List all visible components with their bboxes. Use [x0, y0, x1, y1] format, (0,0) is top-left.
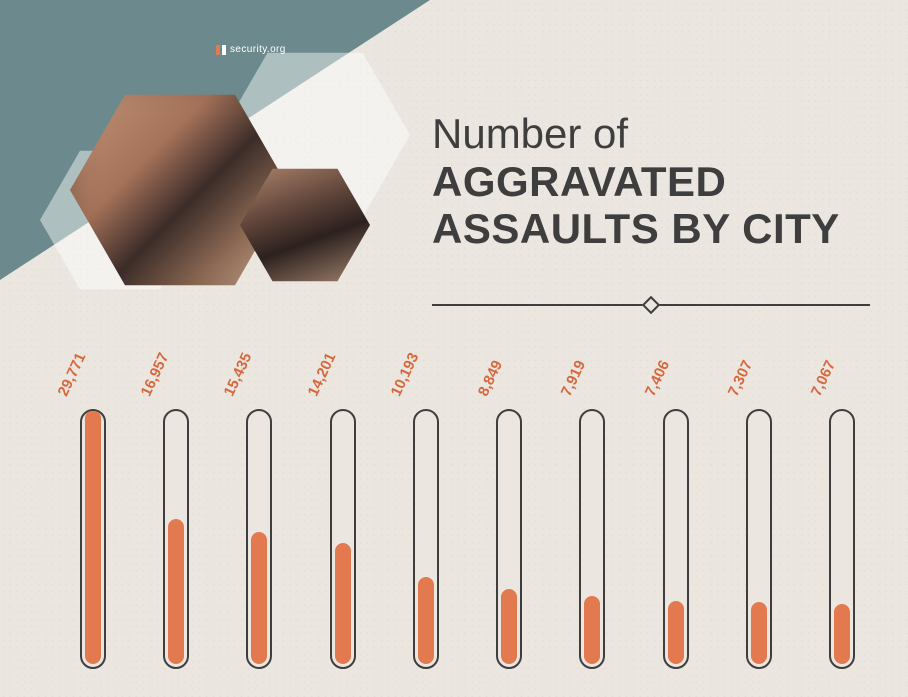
thermometer-tube: Phoenix, AZ	[579, 409, 605, 669]
title-line2: AGGRAVATED	[432, 158, 840, 205]
value-label: 15,435	[221, 350, 256, 399]
chart-column: 29,771New York, NY	[60, 409, 126, 669]
value-label: 29,771	[55, 350, 90, 399]
value-label: 7,067	[808, 358, 839, 399]
thermometer-tube: New York, NY	[80, 409, 106, 669]
chart-column: 8,849Memphis, TN	[476, 409, 542, 669]
chart-column: 7,067San Antonio, TX	[809, 409, 875, 669]
value-label: 14,201	[304, 350, 339, 399]
thermometer-tube: Memphis, TN	[496, 409, 522, 669]
chart-column: 14,201Houston, TX	[310, 409, 376, 669]
thermometer-tube: Detroit, MI	[413, 409, 439, 669]
thermometer-fill	[668, 601, 684, 664]
brand-logo-icon	[216, 45, 226, 55]
title-divider	[432, 304, 870, 306]
value-label: 7,307	[725, 358, 756, 399]
hex-image-group	[40, 40, 400, 340]
value-label: 16,957	[138, 350, 173, 399]
title-line3: ASSAULTS BY CITY	[432, 205, 840, 252]
thermometer-fill	[85, 410, 101, 664]
thermometer-fill	[501, 589, 517, 664]
value-label: 7,406	[641, 358, 672, 399]
chart-column: 7,919Phoenix, AZ	[559, 409, 625, 669]
chart-column: 15,435Chicago, IL	[226, 409, 292, 669]
thermometer-fill	[418, 577, 434, 664]
thermometer-fill	[751, 602, 767, 664]
thermometer-tube: Philadelphia, PA	[663, 409, 689, 669]
chart-column: 16,957Los Angeles, CA	[143, 409, 209, 669]
chart-column: 7,406Philadelphia, PA	[643, 409, 709, 669]
thermometer-fill	[834, 604, 850, 664]
title-line1: Number of	[432, 110, 840, 158]
brand-logo: security.org	[216, 44, 286, 55]
brand-logo-text: security.org	[230, 44, 286, 55]
thermometer-fill	[168, 519, 184, 664]
thermometer-fill	[584, 596, 600, 664]
thermometer-fill	[335, 543, 351, 664]
chart-area: 29,771New York, NY16,957Los Angeles, CA1…	[60, 349, 875, 669]
thermometer-tube: San Antonio, TX	[829, 409, 855, 669]
value-label: 7,919	[558, 358, 589, 399]
value-label: 10,193	[388, 350, 423, 399]
chart-column: 10,193Detroit, MI	[393, 409, 459, 669]
value-label: 8,849	[475, 358, 506, 399]
thermometer-tube: Chicago, IL	[246, 409, 272, 669]
thermometer-tube: Houston, TX	[330, 409, 356, 669]
thermometer-tube: Indianapolis, IN	[746, 409, 772, 669]
chart-column: 7,307Indianapolis, IN	[726, 409, 792, 669]
thermometer-tube: Los Angeles, CA	[163, 409, 189, 669]
title-block: Number of AGGRAVATED ASSAULTS BY CITY	[432, 110, 840, 252]
thermometer-fill	[251, 532, 267, 664]
